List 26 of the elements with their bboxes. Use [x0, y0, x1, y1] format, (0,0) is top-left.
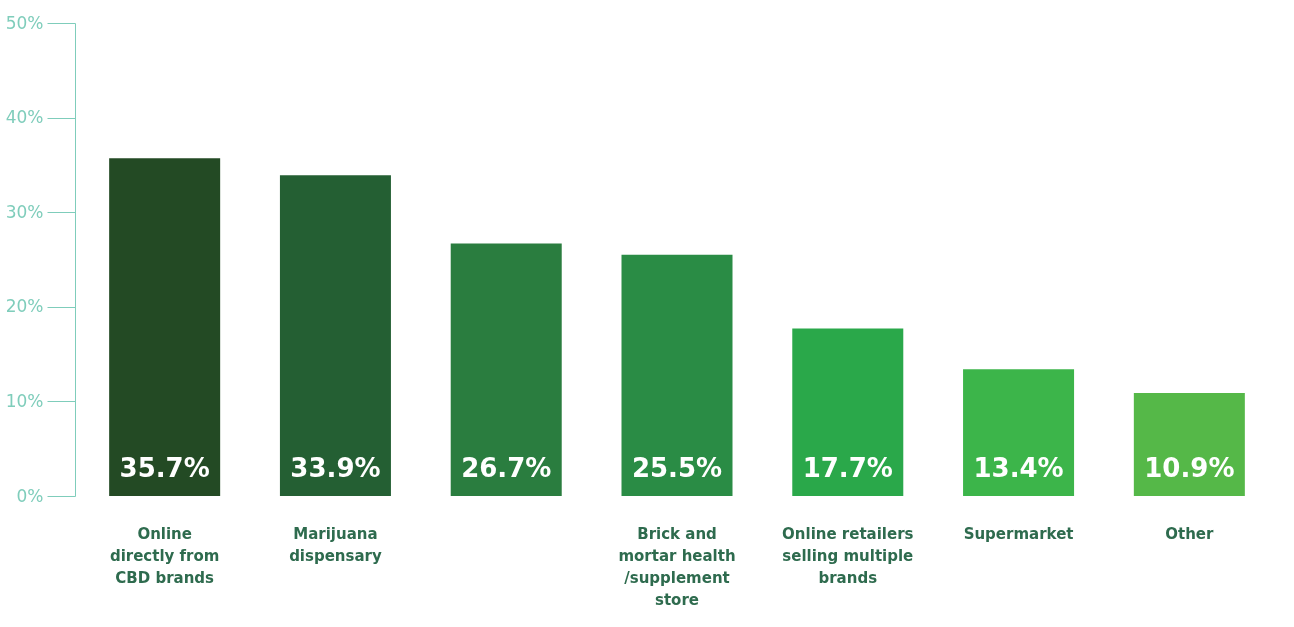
y-tick-label: 10% — [5, 390, 44, 411]
x-tick-label: Brick and mortar health /supplement store — [618, 524, 736, 609]
x-tick-label: Online directly from CBD brands — [109, 524, 220, 587]
data-label: 35.7% — [119, 453, 210, 483]
y-tick-label: 50% — [5, 12, 44, 33]
data-label: 25.5% — [631, 453, 723, 483]
bar — [279, 175, 391, 496]
bar — [450, 243, 562, 496]
x-tick-label: Other — [1165, 524, 1215, 543]
data-label: 33.9% — [290, 453, 381, 483]
bar — [792, 328, 904, 496]
data-label: 17.7% — [802, 453, 893, 483]
data-label: 26.7% — [461, 453, 552, 483]
y-tick-label: 0% — [16, 485, 44, 506]
x-tick-label: Online retailers selling multiple brands — [782, 524, 914, 587]
x-tick-label: Marijuana dispensary — [289, 524, 382, 565]
data-label: 10.9% — [1144, 453, 1235, 483]
bar — [109, 158, 221, 496]
y-tick-label: 20% — [5, 296, 44, 317]
data-label: 13.4% — [973, 453, 1064, 483]
bar — [1133, 392, 1245, 496]
bar — [963, 369, 1075, 496]
y-tick-label: 40% — [5, 107, 44, 128]
bar — [621, 254, 733, 496]
x-tick-label: Supermarket — [963, 524, 1074, 543]
y-tick-label: 30% — [5, 201, 44, 222]
